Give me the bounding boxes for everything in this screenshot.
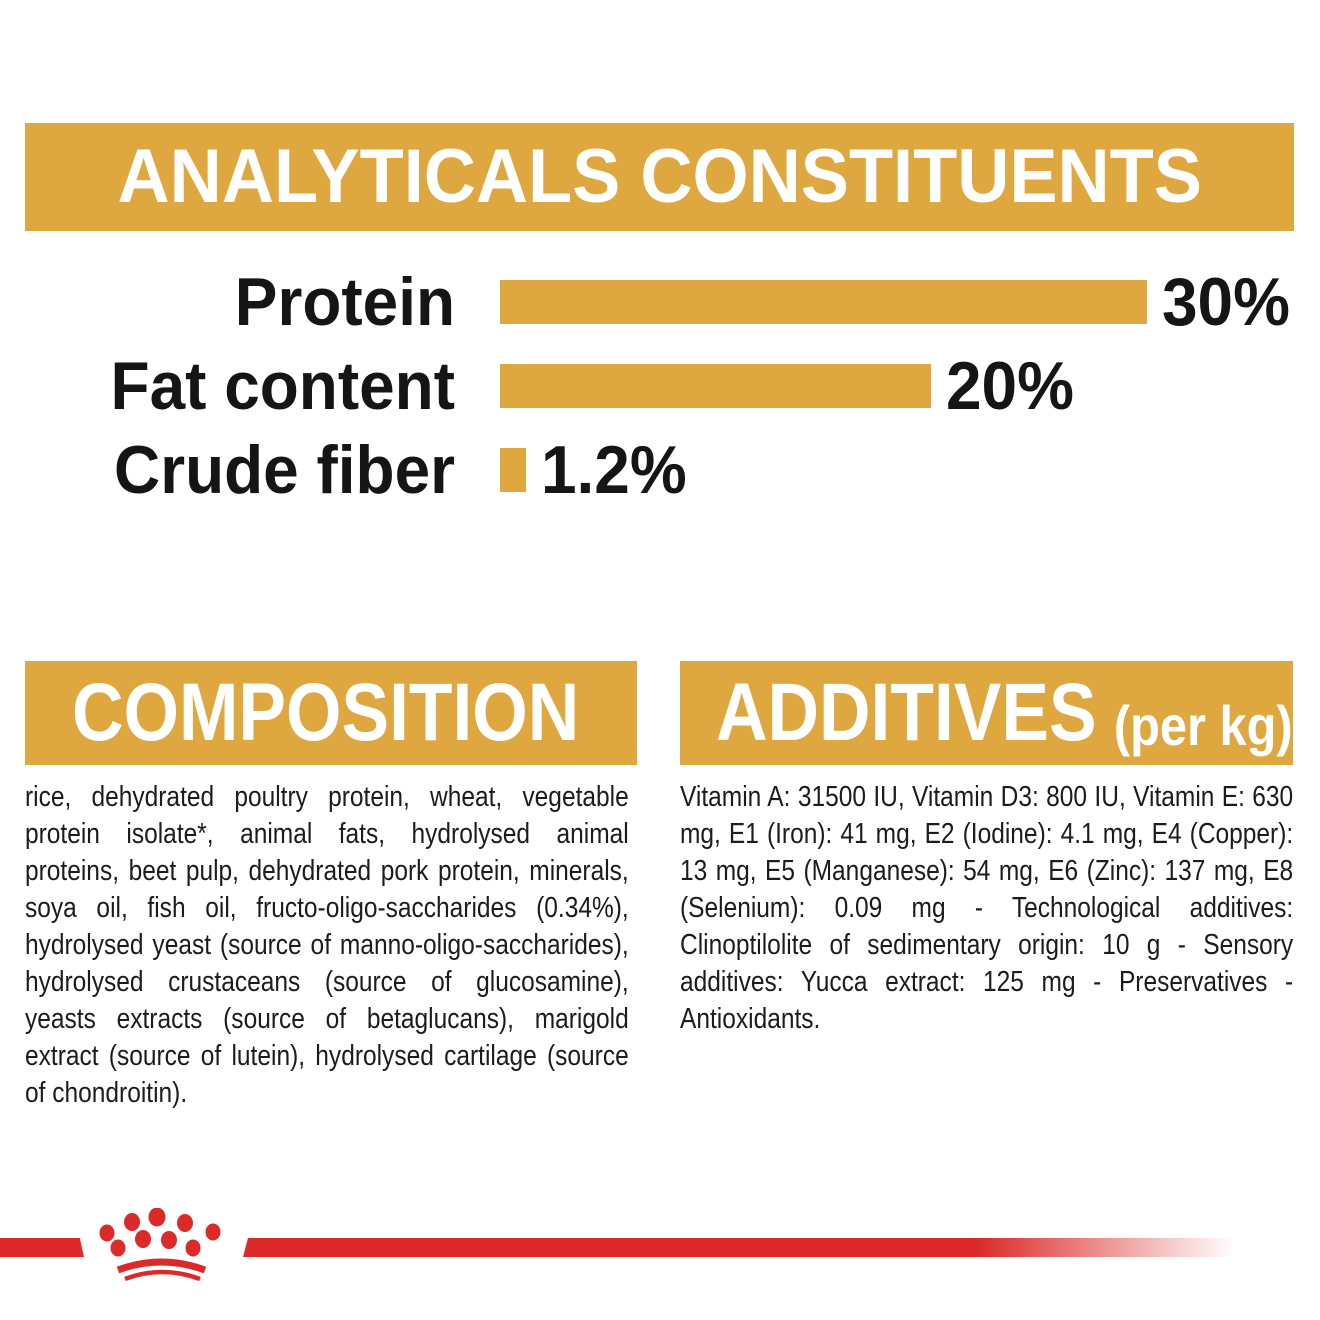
chart-row-crude-fiber: Crude fiber 1.2% — [0, 436, 1320, 504]
fat-content-label: Fat content — [110, 348, 455, 424]
crude-fiber-value: 1.2% — [541, 432, 687, 508]
analyticals-header-band: ANALYTICALS CONSTITUENTS — [25, 123, 1294, 231]
chart-row-protein: Protein 30% — [0, 268, 1320, 336]
crude-fiber-bar — [500, 448, 526, 492]
footer-red-line-right — [243, 1238, 1235, 1257]
footer-red-line-left — [0, 1238, 84, 1257]
protein-label: Protein — [234, 264, 455, 340]
additives-unit-note: (per kg) — [1113, 693, 1293, 757]
fat-content-value: 20% — [946, 348, 1074, 424]
additives-title: ADDITIVES — [716, 667, 1097, 758]
additives-title-group: ADDITIVES (per kg) — [716, 667, 1293, 758]
crude-fiber-label: Crude fiber — [114, 432, 455, 508]
analyticals-title: ANALYTICALS CONSTITUENTS — [117, 134, 1202, 219]
composition-body-text: rice, dehydrated poultry protein, wheat,… — [25, 781, 629, 1109]
protein-bar — [500, 280, 1147, 324]
additives-body-text: Vitamin A: 31500 IU, Vitamin D3: 800 IU,… — [680, 781, 1294, 1035]
protein-value: 30% — [1162, 264, 1290, 340]
chart-row-fat-content: Fat content 20% — [0, 352, 1320, 420]
composition-header-band: COMPOSITION — [25, 661, 637, 765]
royal-canin-crown-icon — [99, 1208, 221, 1282]
composition-title: COMPOSITION — [72, 667, 580, 758]
additives-header-band: ADDITIVES (per kg) — [680, 661, 1293, 765]
fat-content-bar — [500, 364, 931, 408]
